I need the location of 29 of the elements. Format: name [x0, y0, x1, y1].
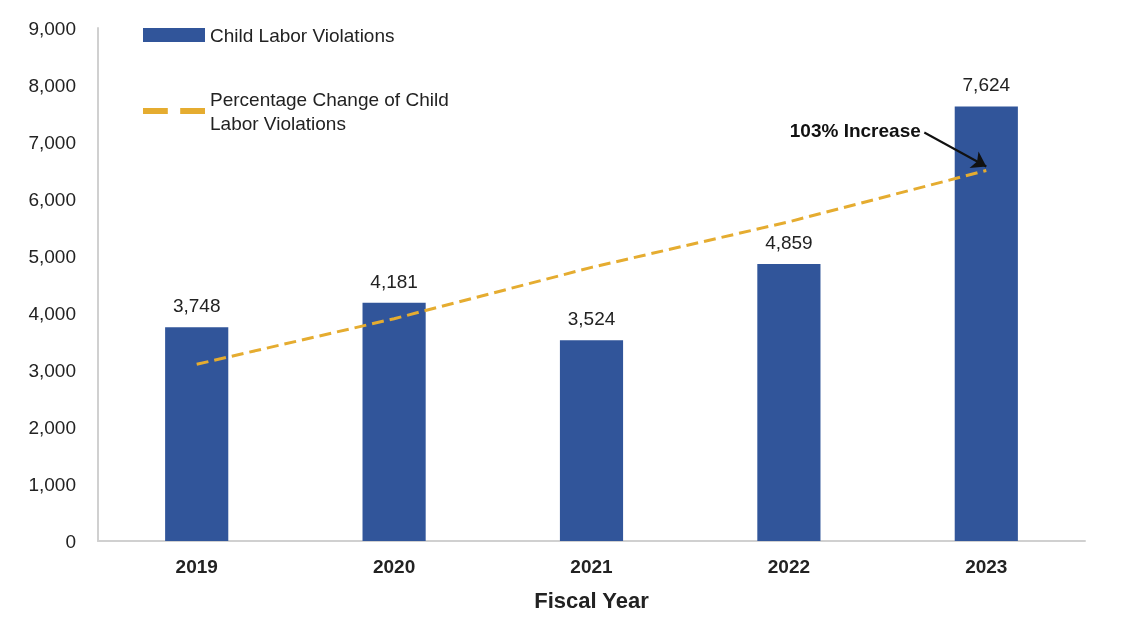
x-axis-title: Fiscal Year	[534, 587, 650, 613]
data-label: 4,181	[370, 270, 418, 292]
x-tick-label: 2020	[372, 556, 416, 577]
x-tick-label: 2019	[175, 556, 218, 577]
y-tick-label: 5,000	[28, 245, 76, 267]
bar	[362, 302, 426, 541]
y-tick-label: 9,000	[28, 17, 76, 39]
y-tick-label: 4,000	[28, 302, 76, 324]
y-tick-label: 6,000	[28, 188, 76, 210]
bar	[559, 340, 624, 541]
y-tick-label: 0	[65, 530, 76, 552]
bar	[954, 106, 1018, 541]
annotation: 103% Increase	[789, 120, 921, 142]
data-label: 3,748	[172, 295, 221, 317]
bar	[165, 327, 229, 541]
data-label: 3,524	[567, 308, 616, 330]
bar	[757, 264, 821, 541]
x-tick-label: 2023	[965, 556, 1008, 577]
data-label: 7,624	[962, 74, 1011, 96]
x-tick-label: 2021	[570, 556, 614, 577]
data-label: 4,859	[765, 232, 813, 254]
legend-label: Percentage Change of Child Labor Violations	[210, 88, 454, 134]
y-tick-label: 8,000	[28, 74, 76, 96]
y-tick-label: 2,000	[28, 416, 76, 438]
x-tick-label: 2022	[767, 556, 811, 577]
y-tick-label: 3,000	[28, 359, 76, 381]
y-tick-label: 1,000	[28, 473, 76, 495]
legend-label: Child Labor Violations	[210, 24, 395, 46]
y-tick-label: 7,000	[28, 131, 76, 153]
